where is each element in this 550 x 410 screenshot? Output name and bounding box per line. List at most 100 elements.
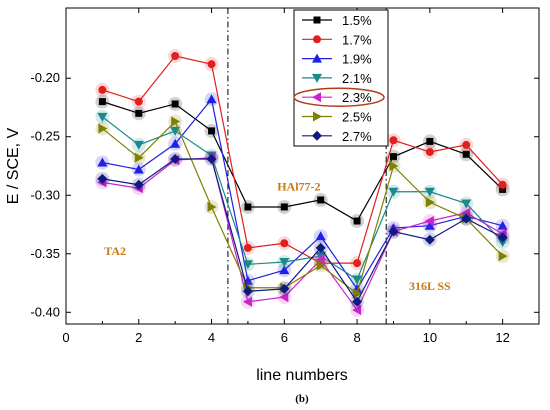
data-point [317, 196, 325, 204]
x-tick-label: 0 [62, 330, 69, 345]
data-point [315, 242, 326, 253]
data-point [498, 251, 508, 262]
y-tick-label: -0.35 [30, 246, 60, 261]
data-point [97, 112, 108, 122]
legend-label: 2.3% [342, 90, 372, 105]
data-point [462, 150, 470, 158]
series-line [102, 158, 503, 303]
data-point [424, 220, 435, 230]
data-point [244, 203, 252, 211]
data-point [352, 304, 362, 315]
data-point [497, 238, 508, 248]
series-1-5pct [95, 94, 510, 229]
data-point [316, 260, 326, 271]
data-point [207, 60, 216, 69]
legend-label: 1.7% [342, 32, 372, 47]
series-layer [95, 48, 510, 317]
data-point [133, 179, 144, 190]
data-point [389, 161, 399, 171]
legend: 1.5% 1.7% 1.9% 2.1% 2.3% 2.5% 2.7% [293, 9, 389, 147]
data-point [97, 173, 108, 184]
data-point [98, 85, 107, 94]
series-2-7pct [95, 151, 510, 309]
data-point [389, 136, 398, 145]
data-point [315, 254, 325, 265]
legend-highlight-ellipse [293, 87, 385, 107]
x-tick-label: 2 [135, 330, 142, 345]
data-point [98, 123, 108, 134]
data-point [279, 257, 290, 267]
legend-entry: 1.9% [302, 52, 372, 67]
legend-swatch-marker [312, 73, 322, 83]
data-point [242, 286, 253, 297]
x-tick-label: 12 [495, 330, 509, 345]
data-point [208, 127, 216, 135]
plot-area-frame [65, 7, 540, 325]
series-line [102, 101, 504, 222]
data-point [134, 152, 144, 163]
region-label: 316L SS [409, 279, 451, 293]
data-point [242, 260, 253, 270]
data-point [171, 116, 181, 127]
data-point [279, 265, 290, 275]
y-tick-label: -0.25 [30, 129, 60, 144]
legend-swatch-marker [312, 53, 322, 63]
data-point [280, 203, 288, 211]
data-point [497, 232, 508, 243]
legend-swatch-marker [312, 92, 321, 103]
legend-label: 1.5% [342, 13, 372, 28]
data-point [315, 231, 326, 241]
data-point [279, 292, 289, 303]
region-annotations: TA2 HAl77-2 316L SS [104, 180, 451, 293]
series-line [102, 120, 504, 295]
data-point [242, 296, 252, 307]
data-point [462, 140, 471, 149]
data-point [424, 234, 435, 245]
legend-entry: 1.7% [302, 32, 372, 47]
series-line [102, 116, 504, 281]
legend-label: 2.7% [342, 129, 372, 144]
data-point [497, 220, 508, 230]
region-label: TA2 [104, 244, 126, 258]
x-tick-label: 8 [353, 330, 360, 345]
legend-label: 2.5% [342, 110, 372, 125]
data-point [388, 187, 399, 197]
data-point [206, 153, 217, 164]
data-point [352, 275, 363, 285]
data-point [170, 153, 181, 164]
legend-entry: 2.5% [302, 110, 372, 125]
data-point [97, 157, 108, 167]
data-point [424, 187, 435, 197]
data-point [170, 138, 181, 148]
series-line [102, 97, 503, 290]
data-point [353, 259, 362, 268]
legend-label: 1.9% [342, 52, 372, 67]
x-axis-title: line numbers [256, 367, 348, 384]
y-tick-label: -0.40 [30, 304, 60, 319]
data-point [499, 185, 507, 193]
data-point [243, 243, 252, 252]
data-point [425, 147, 434, 156]
series-line [102, 157, 503, 312]
y-axis-title: E / SCE, V [5, 127, 22, 204]
data-point [315, 252, 326, 262]
data-point [134, 97, 143, 106]
data-point [353, 288, 363, 299]
data-point [279, 283, 290, 294]
y-tick-label: -0.30 [30, 187, 60, 202]
figure-caption: (b) [295, 393, 309, 405]
data-point [206, 94, 217, 104]
data-point [207, 201, 217, 212]
data-point [425, 197, 435, 208]
legend-entry: 1.5% [302, 13, 372, 28]
data-point [388, 226, 399, 237]
data-point [133, 164, 144, 174]
data-point [135, 109, 143, 117]
legend-swatch-marker [313, 35, 321, 44]
data-point [171, 51, 180, 60]
data-point [426, 137, 434, 145]
data-point [461, 199, 472, 209]
x-tick-label: 10 [423, 330, 437, 345]
